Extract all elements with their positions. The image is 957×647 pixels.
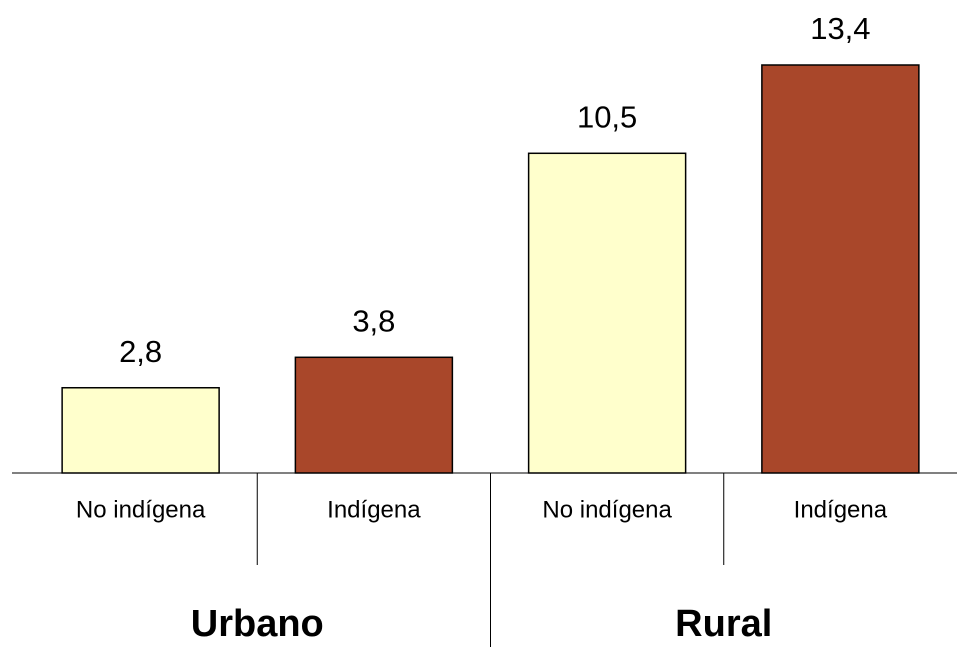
value-label: 2,8 xyxy=(119,334,162,369)
category-label: No indígena xyxy=(542,496,672,523)
group-label: Urbano xyxy=(191,603,324,645)
value-label: 3,8 xyxy=(352,303,395,338)
value-label: 10,5 xyxy=(577,99,637,134)
category-label: Indígena xyxy=(794,496,888,523)
value-label: 13,4 xyxy=(810,11,870,46)
group-label: Rural xyxy=(675,603,772,645)
bar xyxy=(61,386,220,474)
bar xyxy=(527,152,687,474)
bar xyxy=(761,64,920,474)
category-label: No indígena xyxy=(76,496,206,523)
bar xyxy=(294,356,454,474)
category-label: Indígena xyxy=(327,496,421,523)
